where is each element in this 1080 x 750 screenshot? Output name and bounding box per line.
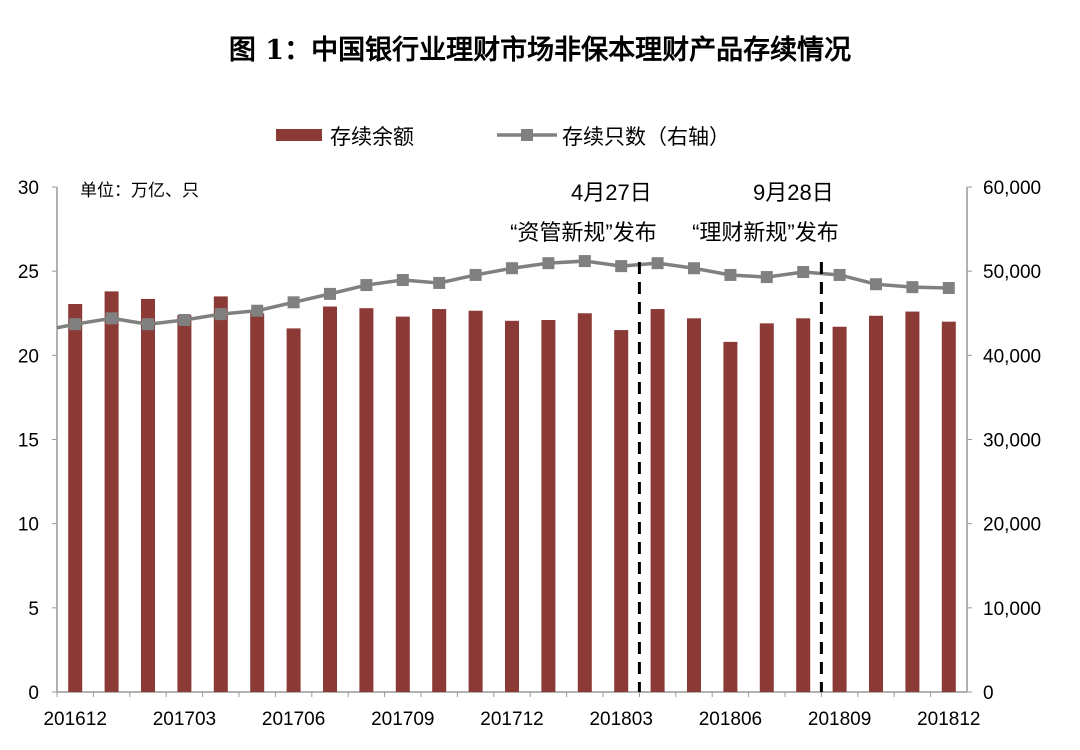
bar-201701 <box>104 291 119 692</box>
line-point-201803 <box>615 260 628 273</box>
line-point-201812 <box>942 282 955 294</box>
line-point-201804 <box>651 257 664 270</box>
line-point-201808 <box>797 266 810 279</box>
bar-201807 <box>759 323 774 692</box>
x-tick-label: 201703 <box>153 709 216 730</box>
left-tick-label: 20 <box>18 346 39 367</box>
bar-201702 <box>141 298 155 692</box>
bar-201801 <box>541 319 556 692</box>
x-tick-label: 201803 <box>589 709 652 730</box>
right-tick-label: 0 <box>983 683 994 704</box>
x-tick-label: 201712 <box>480 709 543 730</box>
line-point-201811 <box>906 281 919 294</box>
left-tick-label: 15 <box>18 431 39 452</box>
bar-201705 <box>250 313 265 692</box>
line-point-201711 <box>469 268 482 281</box>
line-point-201810 <box>870 278 882 291</box>
x-tick-label: 201812 <box>917 709 980 730</box>
line-point-201706 <box>287 296 300 309</box>
line-point-201707 <box>324 287 336 300</box>
line-point-201802 <box>578 255 591 268</box>
line-point-201701 <box>105 312 118 325</box>
unit-note: 单位：万亿、只 <box>80 181 199 200</box>
line-point-201712 <box>506 262 518 275</box>
line-point-201703 <box>178 313 191 326</box>
line-point-201702 <box>142 318 154 331</box>
left-tick-label: 5 <box>28 599 39 620</box>
right-tick-label: 50,000 <box>983 262 1041 283</box>
bar-201706 <box>286 328 301 692</box>
line-point-201704 <box>214 308 227 321</box>
bar-201703 <box>177 314 192 692</box>
annotation-date: 4月27日 <box>571 180 652 205</box>
line-point-201612 <box>69 318 82 331</box>
annotation-date: 9月28日 <box>753 180 834 205</box>
line-point-201801 <box>542 257 555 270</box>
x-tick-label: 201806 <box>699 709 762 730</box>
bar-201704 <box>213 296 228 692</box>
line-point-201709 <box>396 274 409 287</box>
line-point-201809 <box>833 268 846 281</box>
bar-201709 <box>395 316 410 692</box>
x-tick-label: 201612 <box>43 709 106 730</box>
left-tick-label: 0 <box>28 683 39 704</box>
annotation-label: “理财新规”发布 <box>692 220 839 245</box>
right-tick-label: 60,000 <box>983 178 1041 199</box>
legend-line-marker <box>521 129 533 141</box>
chart-title: 图 1：中国银行业理财市场非保本理财产品存续情况 <box>228 35 852 66</box>
right-tick-label: 30,000 <box>983 431 1041 452</box>
left-tick-label: 25 <box>18 262 39 283</box>
line-series <box>56 259 949 330</box>
bar-201802 <box>577 313 592 692</box>
bar-201708 <box>359 308 374 692</box>
bar-201806 <box>723 341 738 692</box>
bar-201712 <box>505 320 519 692</box>
legend-bar-label: 存续余额 <box>330 126 414 149</box>
x-tick-label: 201706 <box>262 709 325 730</box>
right-tick-label: 20,000 <box>983 515 1041 536</box>
right-tick-label: 40,000 <box>983 346 1041 367</box>
line-point-201806 <box>724 268 737 281</box>
legend-bar-swatch <box>276 129 322 141</box>
line-point-201807 <box>760 271 773 284</box>
bar-201812 <box>941 321 956 692</box>
annotation-label: “资管新规”发布 <box>510 220 657 245</box>
bar-201710 <box>432 309 447 692</box>
bar-201809 <box>832 326 847 692</box>
left-tick-label: 10 <box>18 515 39 536</box>
line-point-201708 <box>360 279 373 292</box>
line-point-201805 <box>688 262 700 275</box>
bar-201810 <box>869 315 883 692</box>
bar-201803 <box>614 330 629 692</box>
x-tick-label: 201809 <box>808 709 871 730</box>
left-tick-label: 30 <box>18 178 39 199</box>
line-point-201705 <box>251 304 264 317</box>
bar-201804 <box>650 309 665 692</box>
bar-201808 <box>796 318 811 692</box>
legend-line-label: 存续只数（右轴） <box>562 126 730 149</box>
line-point-201710 <box>433 276 446 289</box>
bar-201811 <box>905 311 920 692</box>
bar-201612 <box>68 303 83 692</box>
bar-201707 <box>323 306 337 692</box>
bar-201805 <box>687 318 701 692</box>
bar-201711 <box>468 310 483 692</box>
x-tick-label: 201709 <box>371 709 434 730</box>
right-tick-label: 10,000 <box>983 599 1041 620</box>
